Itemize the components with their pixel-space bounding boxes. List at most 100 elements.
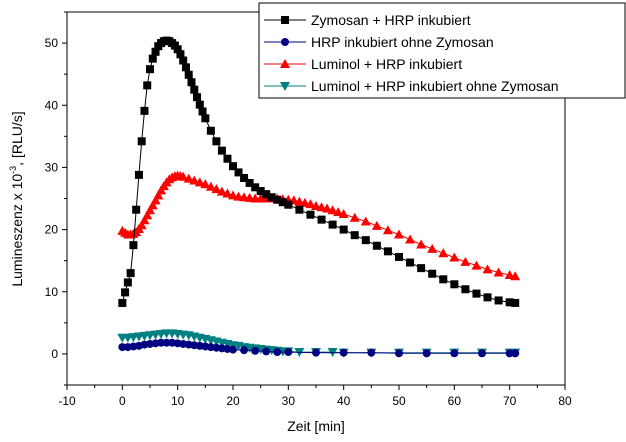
- data-point: [262, 347, 271, 356]
- data-point: [422, 349, 431, 358]
- data-point: [190, 85, 199, 94]
- x-tick-label: -10: [58, 394, 76, 408]
- data-point: [367, 348, 376, 357]
- legend-swatch-marker: [280, 59, 290, 68]
- legend-swatch-marker: [280, 82, 290, 91]
- data-point: [449, 252, 460, 262]
- data-point: [312, 348, 320, 357]
- data-point: [483, 293, 492, 302]
- data-point: [251, 346, 260, 355]
- data-point: [256, 187, 265, 196]
- y-tick-label: 10: [45, 285, 59, 299]
- data-point: [189, 175, 200, 185]
- data-point: [198, 107, 207, 116]
- legend-box: [258, 2, 626, 99]
- data-point: [240, 346, 249, 355]
- data-point: [187, 78, 196, 87]
- x-tick-label: 80: [558, 394, 572, 408]
- legend-item: Luminol + HRP inkubiert ohne Zymosan: [264, 78, 559, 94]
- y-axis-title-unit: , [RLU/s]: [9, 111, 25, 165]
- y-axis-ticks: 0 10 20 30 40 50: [45, 11, 67, 386]
- data-point: [510, 271, 521, 281]
- legend-swatch-marker: [281, 38, 289, 46]
- x-tick-label: 30: [282, 394, 296, 408]
- data-point: [505, 298, 514, 307]
- data-point: [406, 258, 415, 267]
- legend-items: Zymosan + HRP inkubiert HRP inkubiert ohn…: [264, 12, 559, 94]
- data-point: [134, 170, 143, 179]
- data-point: [146, 65, 154, 74]
- data-point: [450, 280, 459, 289]
- data-point: [339, 225, 348, 234]
- data-point: [157, 338, 166, 347]
- data-point: [383, 247, 392, 256]
- data-point: [360, 216, 371, 226]
- series-1: [118, 338, 520, 358]
- data-point: [126, 269, 135, 278]
- data-point: [511, 349, 520, 358]
- data-point: [505, 349, 514, 358]
- data-point: [142, 210, 153, 220]
- x-tick-label: 60: [448, 394, 462, 408]
- data-point: [317, 215, 326, 224]
- data-point: [143, 81, 152, 90]
- data-point: [428, 269, 437, 278]
- x-tick-label: 50: [392, 394, 406, 408]
- data-point: [482, 264, 493, 274]
- y-axis-title-exponent: -3: [8, 166, 18, 174]
- data-point: [200, 179, 211, 189]
- data-point: [494, 296, 503, 305]
- data-point: [328, 220, 337, 229]
- data-point: [178, 171, 189, 181]
- x-tick-label: 0: [119, 394, 126, 408]
- data-point: [493, 267, 504, 277]
- data-point: [371, 220, 382, 230]
- data-point: [251, 183, 260, 192]
- data-point: [327, 205, 338, 215]
- data-point: [395, 252, 403, 261]
- data-point: [333, 207, 344, 217]
- data-point: [450, 349, 459, 358]
- data-point: [295, 205, 304, 214]
- data-point: [181, 63, 190, 72]
- data-point: [153, 190, 164, 200]
- x-axis-title: Zeit [min]: [287, 418, 345, 434]
- data-point: [278, 198, 287, 207]
- data-point: [195, 100, 204, 109]
- legend-swatch-marker: [281, 16, 289, 24]
- data-point: [176, 50, 185, 59]
- data-point: [147, 200, 158, 210]
- x-tick-label: 20: [226, 394, 240, 408]
- y-tick-label: 30: [45, 160, 59, 174]
- data-point: [395, 349, 403, 358]
- data-point: [417, 264, 426, 273]
- data-point: [193, 93, 202, 102]
- series-layer: [117, 36, 521, 358]
- data-point: [405, 234, 416, 244]
- data-point: [229, 345, 237, 354]
- data-point: [173, 45, 182, 54]
- data-point: [305, 199, 316, 209]
- data-point: [361, 236, 370, 245]
- data-point: [183, 173, 194, 183]
- data-point: [234, 168, 243, 177]
- legend-label: Zymosan + HRP inkubiert: [311, 12, 471, 28]
- data-point: [137, 137, 146, 146]
- data-point: [140, 106, 149, 115]
- y-axis-title-main: Lumineszenz x 10: [9, 174, 25, 287]
- data-point: [229, 162, 237, 171]
- data-point: [240, 173, 249, 182]
- data-point: [511, 298, 520, 307]
- data-point: [151, 47, 160, 56]
- data-point: [382, 225, 393, 235]
- legend-item: Zymosan + HRP inkubiert: [264, 12, 471, 28]
- data-point: [471, 260, 482, 270]
- data-point: [416, 239, 427, 249]
- data-point: [162, 338, 171, 347]
- data-point: [338, 209, 349, 219]
- x-axis-ticks: -10 0 10 20 30 40 50 60 70 80: [58, 385, 572, 408]
- data-point: [267, 193, 276, 202]
- data-point: [150, 195, 161, 205]
- data-point: [194, 177, 205, 187]
- data-point: [179, 56, 188, 65]
